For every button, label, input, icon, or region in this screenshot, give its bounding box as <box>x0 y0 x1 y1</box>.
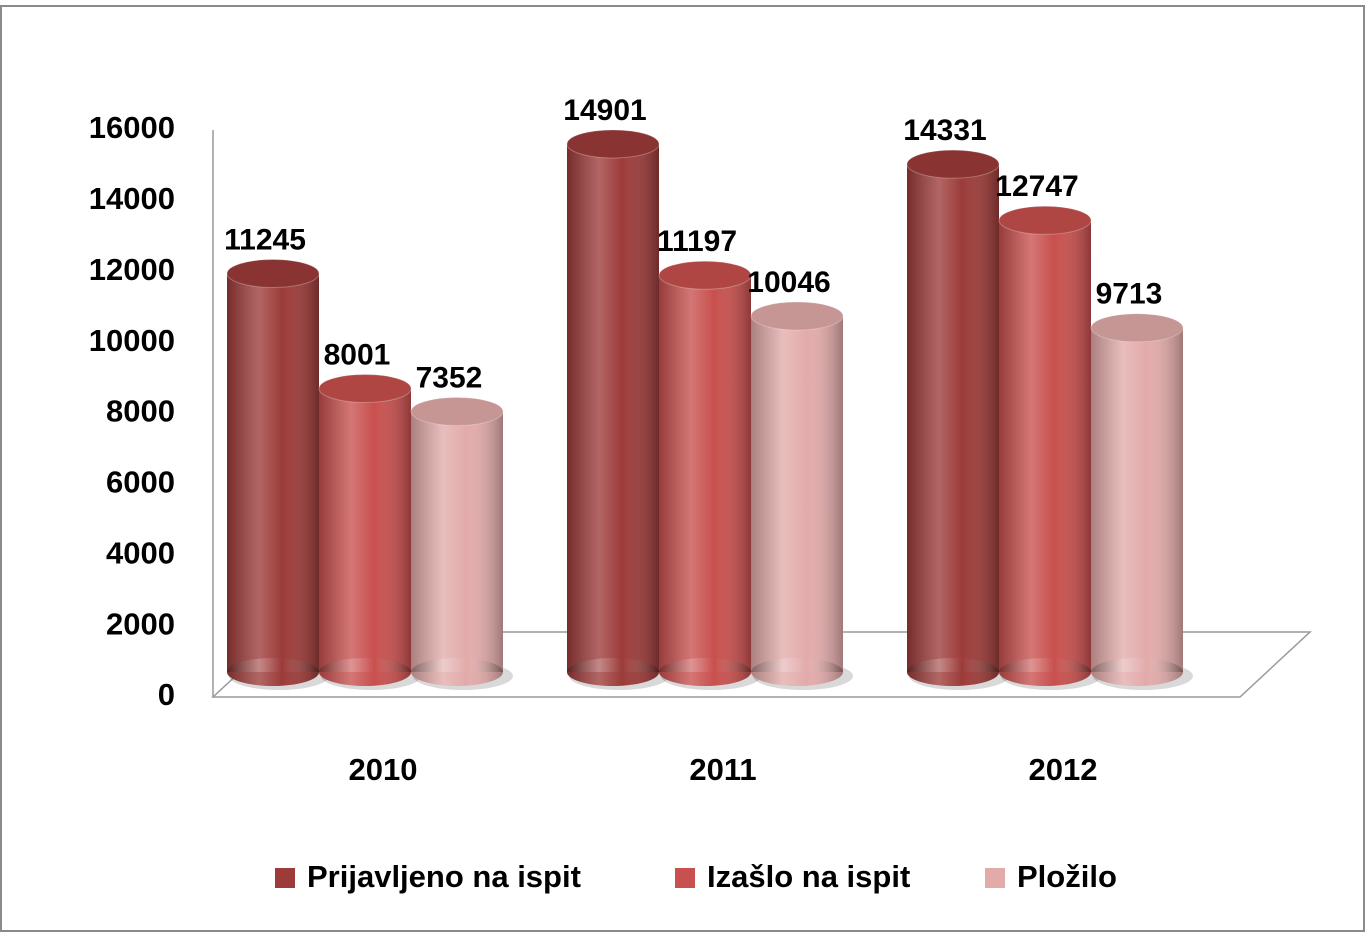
bar-top <box>998 205 1092 235</box>
bar-shine <box>659 275 751 672</box>
bar-shine <box>907 164 999 672</box>
bar <box>658 260 761 690</box>
x-tick-label: 2010 <box>349 752 418 787</box>
legend-swatch <box>275 868 295 888</box>
x-tick-label: 2012 <box>1029 752 1098 787</box>
data-label: 11245 <box>224 223 306 256</box>
data-label: 14331 <box>903 114 986 147</box>
bar <box>410 396 513 690</box>
bar-top <box>410 396 504 426</box>
bar <box>226 259 329 690</box>
bar-shine <box>567 143 659 673</box>
data-label: 14901 <box>563 94 646 127</box>
legend-swatch <box>985 868 1005 888</box>
y-tick-label: 14000 <box>89 181 175 216</box>
bar-top <box>658 260 752 290</box>
bar-top <box>750 301 844 331</box>
bar-top <box>318 373 412 403</box>
y-tick-label: 0 <box>158 677 175 712</box>
bar-shine <box>227 273 319 672</box>
y-tick-label: 6000 <box>106 465 175 500</box>
data-label: 8001 <box>324 338 391 371</box>
x-tick-label: 2011 <box>689 752 756 787</box>
bar-top-shade <box>659 261 751 290</box>
y-tick-label: 12000 <box>89 252 175 287</box>
bar-shine <box>751 315 843 672</box>
bar-top-shade <box>1091 313 1183 342</box>
legend-label: Pložilo <box>1017 859 1117 894</box>
legend-swatch <box>675 868 695 888</box>
bar-shine <box>411 411 503 672</box>
bar-top-shade <box>999 206 1091 235</box>
y-tick-label: 2000 <box>106 606 175 641</box>
legend-label: Izašlo na ispit <box>707 859 910 894</box>
bar <box>998 205 1101 690</box>
data-label: 10046 <box>747 266 830 299</box>
bar-top-shade <box>319 374 411 403</box>
bar-top-shade <box>567 129 659 158</box>
bar <box>1090 313 1193 690</box>
y-tick-label: 16000 <box>89 110 175 145</box>
bar-top <box>566 129 660 159</box>
bar-top <box>906 149 1000 179</box>
bar <box>318 373 421 690</box>
bar-shine <box>319 388 411 672</box>
bar-top-shade <box>907 150 999 179</box>
legend-label: Prijavljeno na ispit <box>307 859 581 894</box>
y-tick-label: 10000 <box>89 323 175 358</box>
data-label: 7352 <box>416 361 483 394</box>
y-tick-label: 8000 <box>106 394 175 429</box>
bar-top-shade <box>411 397 503 426</box>
bar <box>566 129 669 690</box>
data-label: 9713 <box>1096 278 1163 311</box>
y-tick-label: 4000 <box>106 535 175 570</box>
bar-top-shade <box>227 259 319 288</box>
bar-shine <box>1091 327 1183 672</box>
data-label: 12747 <box>995 170 1078 203</box>
bar <box>750 301 853 690</box>
bar <box>906 149 1009 690</box>
bar-shine <box>999 220 1091 672</box>
data-label: 11197 <box>657 225 737 258</box>
bar-top-shade <box>751 301 843 330</box>
bar-top <box>226 259 320 289</box>
bar-top <box>1090 313 1184 343</box>
